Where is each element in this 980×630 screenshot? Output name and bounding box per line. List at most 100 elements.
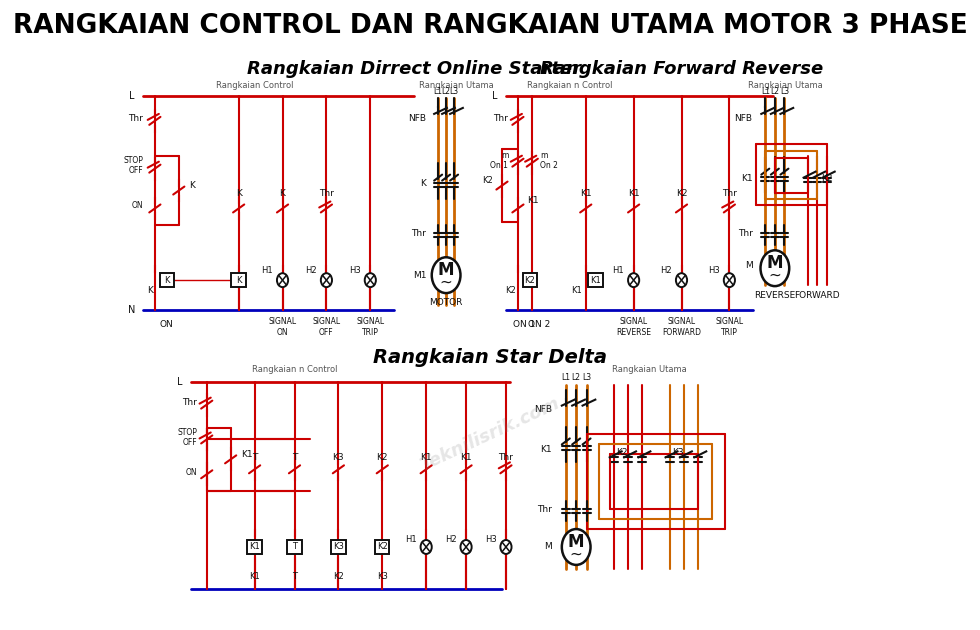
- Text: Rangkaian Dirrect Online Starter: Rangkaian Dirrect Online Starter: [247, 60, 580, 78]
- Text: K1: K1: [249, 542, 260, 551]
- Text: K: K: [164, 276, 170, 285]
- FancyBboxPatch shape: [247, 540, 262, 554]
- Text: ON: ON: [131, 201, 143, 210]
- Text: L1: L1: [760, 88, 769, 96]
- Text: K3: K3: [377, 572, 388, 581]
- Circle shape: [760, 250, 789, 286]
- Text: K3: K3: [671, 448, 683, 457]
- Circle shape: [432, 257, 461, 293]
- Text: ~: ~: [440, 275, 453, 290]
- Text: K1: K1: [571, 285, 582, 295]
- Text: M1: M1: [413, 271, 426, 280]
- Circle shape: [724, 273, 735, 287]
- Text: ~: ~: [768, 268, 781, 283]
- Text: Thr: Thr: [182, 398, 197, 407]
- Text: K2: K2: [821, 174, 833, 183]
- FancyBboxPatch shape: [160, 273, 174, 287]
- Text: K: K: [236, 276, 241, 285]
- Text: Rangkaian Utama: Rangkaian Utama: [419, 81, 494, 89]
- Text: Rangkaian Star Delta: Rangkaian Star Delta: [373, 348, 607, 367]
- Text: ON: ON: [160, 321, 173, 329]
- Text: Thr: Thr: [494, 115, 509, 123]
- Text: L1: L1: [562, 373, 570, 382]
- Text: Thr: Thr: [412, 229, 426, 238]
- Text: K2: K2: [333, 572, 344, 581]
- Text: NFB: NFB: [408, 115, 426, 123]
- Text: Teknilisrik.com: Teknilisrik.com: [417, 394, 563, 474]
- Text: Thr: Thr: [318, 189, 334, 198]
- Text: L2: L2: [571, 373, 581, 382]
- Text: H1: H1: [262, 266, 273, 275]
- Text: M: M: [545, 542, 553, 551]
- Text: H3: H3: [709, 266, 719, 275]
- Text: T: T: [292, 453, 297, 462]
- Text: Thr: Thr: [128, 115, 143, 123]
- Text: K1: K1: [241, 450, 253, 459]
- Text: L2: L2: [442, 88, 451, 96]
- Text: N: N: [127, 305, 135, 315]
- Text: STOP
OFF: STOP OFF: [123, 156, 143, 175]
- Circle shape: [420, 540, 432, 554]
- Text: T: T: [292, 572, 297, 581]
- Text: L: L: [177, 377, 183, 387]
- Text: FORWARD: FORWARD: [795, 290, 840, 300]
- Text: SIGNAL
FORWARD: SIGNAL FORWARD: [662, 318, 701, 336]
- Text: K3: K3: [333, 542, 344, 551]
- Text: M: M: [568, 533, 584, 551]
- Text: Rangkaian Forward Reverse: Rangkaian Forward Reverse: [540, 60, 823, 78]
- Text: K1: K1: [741, 174, 753, 183]
- Circle shape: [562, 529, 591, 565]
- FancyBboxPatch shape: [331, 540, 346, 554]
- Text: SIGNAL
OFF: SIGNAL OFF: [313, 318, 340, 336]
- FancyBboxPatch shape: [231, 273, 246, 287]
- Text: K: K: [147, 285, 153, 295]
- Text: Rangkaian Utama: Rangkaian Utama: [612, 365, 687, 374]
- Text: K1: K1: [580, 189, 592, 198]
- Text: K1: K1: [249, 572, 260, 581]
- Text: K: K: [279, 189, 285, 198]
- Text: SIGNAL
REVERSE: SIGNAL REVERSE: [616, 318, 651, 336]
- Text: L: L: [493, 91, 498, 101]
- Text: H2: H2: [661, 266, 672, 275]
- Text: T: T: [252, 453, 258, 462]
- Text: K: K: [189, 181, 195, 190]
- Text: H1: H1: [612, 266, 624, 275]
- Text: H2: H2: [305, 266, 317, 275]
- Text: SIGNAL
TRIP: SIGNAL TRIP: [715, 318, 744, 336]
- Text: K: K: [236, 189, 242, 198]
- Text: L3: L3: [450, 88, 459, 96]
- Text: Rangkaian n Control: Rangkaian n Control: [527, 81, 612, 89]
- Text: REVERSE: REVERSE: [755, 290, 796, 300]
- Text: ON 1: ON 1: [514, 321, 535, 329]
- Text: MOTOR: MOTOR: [429, 297, 463, 307]
- FancyBboxPatch shape: [287, 540, 302, 554]
- Text: H2: H2: [445, 534, 457, 544]
- Text: SIGNAL
TRIP: SIGNAL TRIP: [357, 318, 384, 336]
- Text: L2: L2: [770, 88, 779, 96]
- Text: K1: K1: [461, 453, 472, 462]
- Text: ON: ON: [185, 468, 197, 477]
- Text: Rangkaian n Control: Rangkaian n Control: [252, 365, 337, 374]
- Text: K: K: [420, 179, 426, 188]
- Text: M: M: [766, 255, 783, 272]
- Text: T: T: [292, 542, 297, 551]
- Circle shape: [501, 540, 512, 554]
- Circle shape: [676, 273, 687, 287]
- Text: RANGKAIAN CONTROL DAN RANGKAIAN UTAMA MOTOR 3 PHASE: RANGKAIAN CONTROL DAN RANGKAIAN UTAMA MO…: [13, 13, 967, 39]
- FancyBboxPatch shape: [588, 273, 603, 287]
- Text: m
On 2: m On 2: [540, 151, 559, 170]
- Text: STOP
OFF: STOP OFF: [177, 428, 197, 447]
- Text: m
On 1: m On 1: [490, 151, 509, 170]
- Text: H3: H3: [349, 266, 361, 275]
- FancyBboxPatch shape: [375, 540, 389, 554]
- Text: SIGNAL
ON: SIGNAL ON: [269, 318, 297, 336]
- Text: K2: K2: [377, 542, 388, 551]
- Text: K1: K1: [420, 453, 432, 462]
- Text: H1: H1: [405, 534, 416, 544]
- Text: Thr: Thr: [738, 229, 753, 238]
- Text: Thr: Thr: [499, 453, 514, 462]
- Text: K2: K2: [615, 448, 627, 457]
- Circle shape: [628, 273, 639, 287]
- Text: L3: L3: [582, 373, 591, 382]
- Text: M: M: [745, 261, 753, 270]
